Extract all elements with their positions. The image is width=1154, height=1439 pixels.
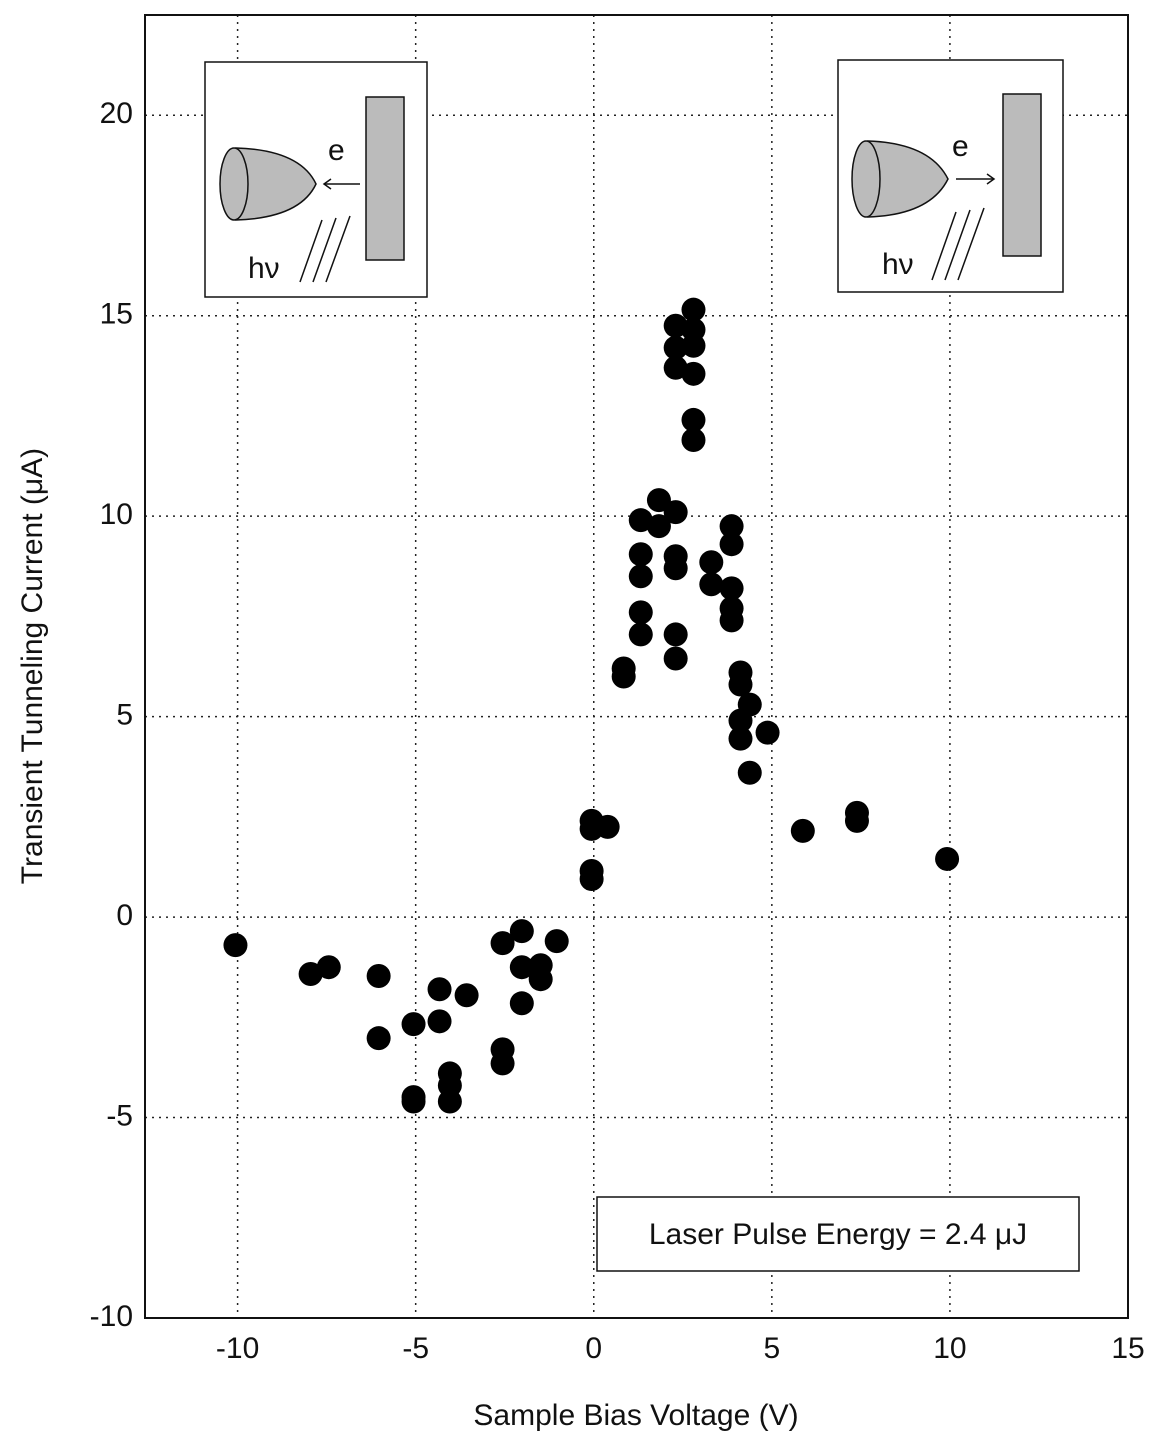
x-tick-label: -10 [216,1332,259,1365]
point [646,514,671,539]
point [490,1051,515,1076]
x-tick-label: 5 [763,1332,780,1365]
point [790,818,815,843]
point [628,508,653,533]
inset-right: e hν [837,59,1064,293]
inset-electron-label: e [328,134,345,167]
point [628,600,653,625]
point [737,692,762,717]
inset-electron-label: e [952,130,969,163]
y-tick-label: -10 [90,1300,133,1333]
point [719,608,744,633]
y-tick-label: 10 [100,498,133,531]
point [663,622,688,647]
point [401,1012,426,1037]
inset-left: e hν [204,61,428,298]
y-tick-label: 15 [100,298,133,331]
point [628,622,653,647]
x-axis-label: Sample Bias Voltage (V) [473,1399,798,1432]
point [681,361,706,386]
point [719,576,744,601]
x-tick-label: 15 [1111,1332,1144,1365]
plot-frame [144,14,1129,1319]
point [316,955,341,980]
point [663,335,688,360]
y-tick-label: -5 [106,1099,133,1132]
point [681,427,706,452]
annotation: Laser Pulse Energy = 2.4 μJ [649,1218,1027,1251]
point [646,488,671,513]
point [579,866,604,891]
point [509,991,534,1016]
point [427,1009,452,1034]
annotation-box [596,1196,1080,1272]
y-tick-label: 5 [116,699,133,732]
point [509,955,534,980]
x-tick-label: 10 [933,1332,966,1365]
point [663,646,688,671]
point [454,983,479,1008]
point [544,929,569,954]
point [366,1026,391,1051]
point [663,556,688,581]
point [728,672,753,697]
point [737,760,762,785]
point [844,808,869,833]
point [681,407,706,432]
point [528,967,553,992]
inset-photon-label: hν [248,252,280,285]
inset-photon-label: hν [882,248,914,281]
point [719,532,744,557]
x-tick-label: 0 [585,1332,602,1365]
point [935,846,960,871]
point [699,550,724,575]
point [490,931,515,956]
y-tick-label: 20 [100,97,133,130]
point [595,814,620,839]
point [366,964,391,989]
point [728,726,753,751]
y-tick-label: 0 [116,899,133,932]
point [755,720,780,745]
point [437,1089,462,1114]
point [663,500,688,525]
point [719,514,744,539]
point [223,933,248,958]
point [401,1089,426,1114]
y-axis-label: Transient Tunneling Current (μA) [16,448,49,884]
x-tick-label: -5 [402,1332,429,1365]
point [509,919,534,944]
point [611,664,636,689]
point [681,333,706,358]
point [628,564,653,589]
point [681,297,706,322]
insets: e hν e hν [204,59,1064,298]
point [298,962,323,987]
point [628,542,653,567]
point [427,977,452,1002]
point [699,572,724,597]
